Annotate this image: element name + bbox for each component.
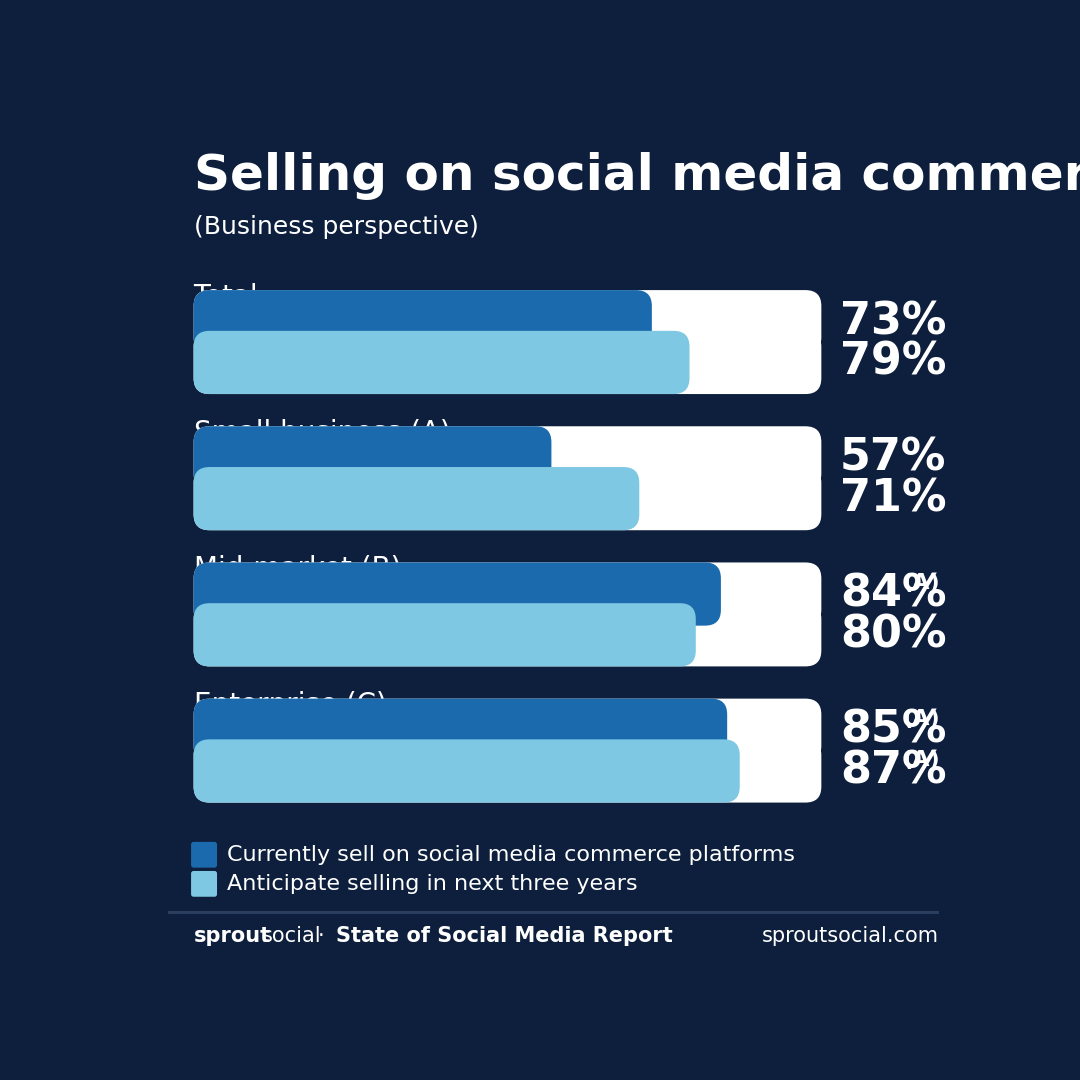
Text: 73%: 73% (840, 300, 946, 343)
Text: (A): (A) (903, 710, 941, 729)
Text: (A): (A) (903, 573, 941, 593)
FancyBboxPatch shape (191, 870, 217, 896)
Text: 71%: 71% (840, 477, 946, 521)
Text: 87%: 87% (840, 750, 946, 793)
Text: 85%: 85% (840, 708, 946, 752)
FancyBboxPatch shape (193, 427, 552, 489)
Text: State of Social Media Report: State of Social Media Report (336, 927, 673, 946)
FancyBboxPatch shape (193, 740, 822, 802)
FancyBboxPatch shape (168, 912, 939, 914)
FancyBboxPatch shape (193, 604, 822, 666)
Text: sproutsocial.com: sproutsocial.com (761, 927, 939, 946)
Text: Currently sell on social media commerce platforms: Currently sell on social media commerce … (227, 845, 795, 865)
Text: 84%: 84% (840, 572, 946, 616)
Text: 80%: 80% (840, 613, 946, 657)
Text: Anticipate selling in next three years: Anticipate selling in next three years (227, 874, 637, 894)
Text: Selling on social media commerce platforms: Selling on social media commerce platfor… (193, 152, 1080, 200)
FancyBboxPatch shape (191, 842, 217, 867)
Text: (A): (A) (903, 751, 941, 770)
Text: sprout: sprout (193, 927, 271, 946)
FancyBboxPatch shape (193, 427, 822, 489)
Text: 57%: 57% (840, 436, 946, 480)
Text: ·: · (318, 927, 324, 946)
Text: (Business perspective): (Business perspective) (193, 215, 478, 240)
FancyBboxPatch shape (193, 467, 822, 530)
FancyBboxPatch shape (193, 563, 721, 625)
FancyBboxPatch shape (193, 291, 652, 353)
FancyBboxPatch shape (193, 740, 740, 802)
FancyBboxPatch shape (193, 699, 822, 761)
Text: Enterprise (C): Enterprise (C) (193, 691, 387, 719)
FancyBboxPatch shape (193, 699, 727, 761)
FancyBboxPatch shape (193, 291, 822, 353)
FancyBboxPatch shape (193, 563, 822, 625)
FancyBboxPatch shape (193, 330, 689, 394)
FancyBboxPatch shape (193, 604, 696, 666)
Text: social: social (262, 927, 322, 946)
Text: Total: Total (193, 283, 258, 311)
Text: 79%: 79% (840, 341, 946, 384)
Text: Mid-market (B): Mid-market (B) (193, 555, 401, 583)
FancyBboxPatch shape (193, 330, 822, 394)
Text: Small business (A): Small business (A) (193, 419, 450, 447)
FancyBboxPatch shape (193, 467, 639, 530)
